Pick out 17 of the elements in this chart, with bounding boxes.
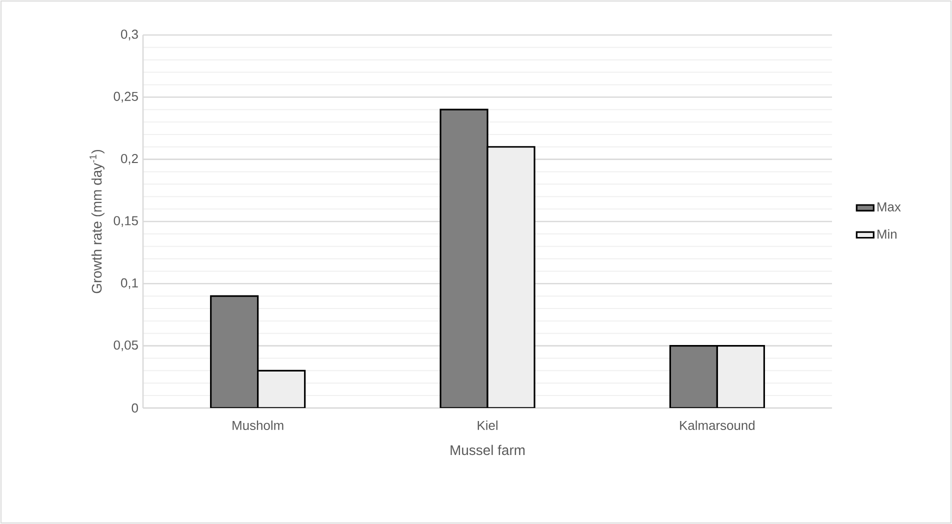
y-tick-label: 0,25 (114, 92, 138, 102)
y-tick-label: 0 (132, 403, 138, 413)
x-tick-label: Musholm (232, 420, 284, 430)
y-tick-label: 0,2 (120, 154, 138, 165)
bar (210, 295, 259, 408)
x-tick-label: Kiel (478, 420, 498, 430)
y-tick-label: 0,05 (114, 340, 138, 352)
legend-label: Min (878, 229, 896, 239)
bar (440, 108, 488, 408)
y-tick-label: 0,15 (114, 216, 138, 227)
x-axis-title: Mussel farm (450, 444, 525, 456)
y-tick-label: 0,3 (120, 30, 138, 40)
legend-label: Max (878, 202, 901, 212)
x-tick-label: Kalmarsound (680, 420, 754, 430)
y-tick-label: 0,1 (120, 278, 138, 289)
y-axis-title: Growth rate (mm day$^{-1}$) (90, 150, 104, 294)
bar (669, 345, 718, 408)
